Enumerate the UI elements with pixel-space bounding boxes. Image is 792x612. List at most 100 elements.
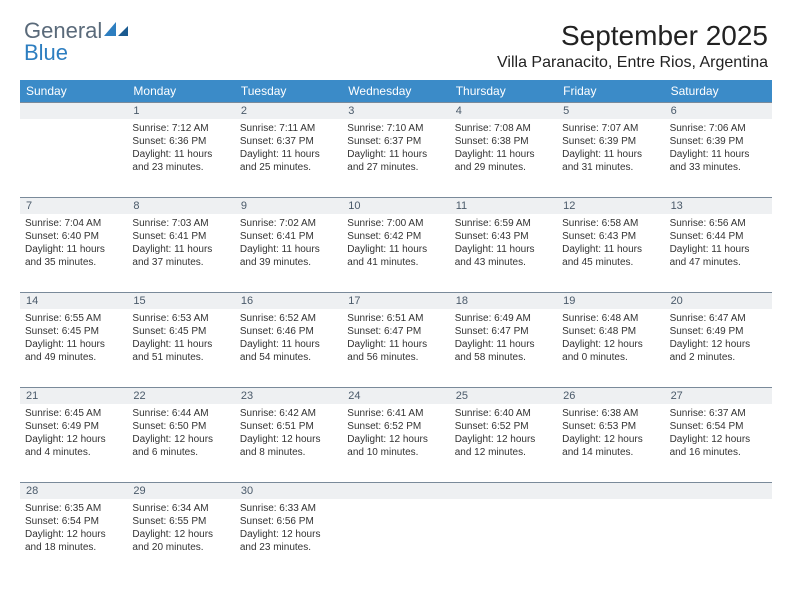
daynum-row: 21222324252627 [20,387,772,404]
day-line: Daylight: 11 hours [562,148,659,161]
header: General Blue September 2025 Villa Parana… [0,0,792,80]
day-line: and 23 minutes. [240,541,337,554]
day-line: Daylight: 11 hours [670,148,767,161]
day-line: Daylight: 11 hours [25,243,122,256]
day-cell: Sunrise: 7:08 AMSunset: 6:38 PMDaylight:… [450,119,557,197]
daynum-row: 282930 [20,482,772,499]
day-line: Sunset: 6:49 PM [25,420,122,433]
day-line: Sunset: 6:43 PM [455,230,552,243]
day-cell: Sunrise: 6:40 AMSunset: 6:52 PMDaylight:… [450,404,557,482]
day-line: Sunset: 6:43 PM [562,230,659,243]
day-line: and 33 minutes. [670,161,767,174]
day-line: and 54 minutes. [240,351,337,364]
day-line: Sunrise: 7:00 AM [347,217,444,230]
day-line: Daylight: 11 hours [455,338,552,351]
logo-sail-icon [102,20,130,38]
day-line: Daylight: 11 hours [132,338,229,351]
day-line: Sunrise: 6:59 AM [455,217,552,230]
day-cell: Sunrise: 6:38 AMSunset: 6:53 PMDaylight:… [557,404,664,482]
day-line: Daylight: 12 hours [670,338,767,351]
day-line: Sunrise: 6:53 AM [132,312,229,325]
day-line: Sunset: 6:49 PM [670,325,767,338]
day-number: 17 [342,293,449,309]
day-line: and 23 minutes. [132,161,229,174]
day-line: and 51 minutes. [132,351,229,364]
weekday-wed: Wednesday [342,80,449,102]
day-line: Sunrise: 6:35 AM [25,502,122,515]
title-block: September 2025 Villa Paranacito, Entre R… [497,20,768,72]
day-number: 8 [127,198,234,214]
week-row: Sunrise: 6:55 AMSunset: 6:45 PMDaylight:… [20,309,772,387]
day-line: Daylight: 11 hours [347,148,444,161]
day-line: and 31 minutes. [562,161,659,174]
day-line: Daylight: 12 hours [670,433,767,446]
day-line: and 4 minutes. [25,446,122,459]
day-line: Sunrise: 6:47 AM [670,312,767,325]
day-line: Sunset: 6:52 PM [347,420,444,433]
day-line: Sunrise: 7:12 AM [132,122,229,135]
weekday-sat: Saturday [665,80,772,102]
day-number: 6 [665,103,772,119]
day-line: and 56 minutes. [347,351,444,364]
day-line: and 58 minutes. [455,351,552,364]
day-line: Daylight: 12 hours [132,433,229,446]
day-line: Daylight: 11 hours [132,243,229,256]
day-line: and 2 minutes. [670,351,767,364]
day-cell: Sunrise: 6:48 AMSunset: 6:48 PMDaylight:… [557,309,664,387]
day-cell: Sunrise: 6:58 AMSunset: 6:43 PMDaylight:… [557,214,664,292]
day-line: Daylight: 12 hours [25,433,122,446]
day-line: Sunset: 6:47 PM [455,325,552,338]
day-number: 13 [665,198,772,214]
day-number: 28 [20,483,127,499]
day-cell: Sunrise: 7:07 AMSunset: 6:39 PMDaylight:… [557,119,664,197]
day-line: Sunset: 6:41 PM [132,230,229,243]
day-line: Sunset: 6:48 PM [562,325,659,338]
day-number: 30 [235,483,342,499]
day-line: Daylight: 11 hours [240,148,337,161]
day-line: and 6 minutes. [132,446,229,459]
weekday-mon: Monday [127,80,234,102]
day-number: 21 [20,388,127,404]
day-cell: Sunrise: 7:00 AMSunset: 6:42 PMDaylight:… [342,214,449,292]
day-cell [342,499,449,577]
week-row: Sunrise: 7:04 AMSunset: 6:40 PMDaylight:… [20,214,772,292]
day-cell: Sunrise: 6:35 AMSunset: 6:54 PMDaylight:… [20,499,127,577]
day-line: Sunset: 6:38 PM [455,135,552,148]
day-cell: Sunrise: 7:11 AMSunset: 6:37 PMDaylight:… [235,119,342,197]
day-line: Sunrise: 7:08 AM [455,122,552,135]
day-number [342,483,449,499]
day-line: Sunrise: 7:06 AM [670,122,767,135]
day-cell: Sunrise: 7:12 AMSunset: 6:36 PMDaylight:… [127,119,234,197]
day-line: Sunrise: 7:03 AM [132,217,229,230]
day-line: Daylight: 11 hours [240,338,337,351]
day-number: 14 [20,293,127,309]
day-line: Daylight: 12 hours [25,528,122,541]
day-number: 29 [127,483,234,499]
day-cell: Sunrise: 7:06 AMSunset: 6:39 PMDaylight:… [665,119,772,197]
day-cell: Sunrise: 7:03 AMSunset: 6:41 PMDaylight:… [127,214,234,292]
day-line: Daylight: 12 hours [240,528,337,541]
day-cell: Sunrise: 6:56 AMSunset: 6:44 PMDaylight:… [665,214,772,292]
day-line: and 27 minutes. [347,161,444,174]
day-line: and 41 minutes. [347,256,444,269]
day-line: and 37 minutes. [132,256,229,269]
day-number: 12 [557,198,664,214]
day-line: Daylight: 11 hours [25,338,122,351]
day-line: Sunrise: 6:58 AM [562,217,659,230]
day-line: Sunrise: 7:10 AM [347,122,444,135]
day-line: Sunrise: 6:34 AM [132,502,229,515]
day-number: 10 [342,198,449,214]
day-line: Daylight: 11 hours [455,148,552,161]
day-line: Sunset: 6:50 PM [132,420,229,433]
day-line: Sunrise: 6:41 AM [347,407,444,420]
day-line: and 12 minutes. [455,446,552,459]
day-cell: Sunrise: 6:51 AMSunset: 6:47 PMDaylight:… [342,309,449,387]
day-line: Sunset: 6:40 PM [25,230,122,243]
day-number [665,483,772,499]
day-line: and 39 minutes. [240,256,337,269]
day-line: and 35 minutes. [25,256,122,269]
day-line: Daylight: 11 hours [347,338,444,351]
day-number: 26 [557,388,664,404]
day-line: Sunrise: 6:51 AM [347,312,444,325]
day-number: 20 [665,293,772,309]
